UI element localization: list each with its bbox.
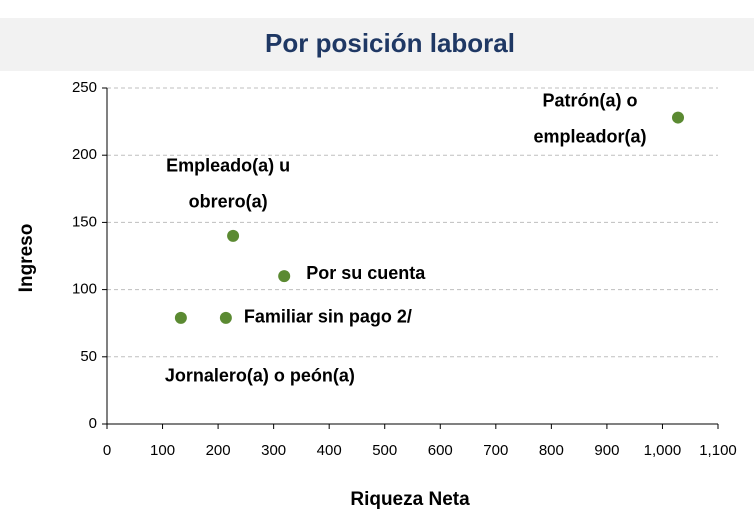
x-axis-title: Riqueza Neta bbox=[350, 489, 470, 510]
x-tick-label: 900 bbox=[594, 442, 619, 459]
x-tick-label: 0 bbox=[103, 442, 111, 459]
y-tick-label: 150 bbox=[72, 213, 97, 230]
point-label: obrero(a) bbox=[189, 192, 268, 212]
y-tick-label: 100 bbox=[72, 281, 97, 298]
y-tick-label: 250 bbox=[72, 79, 97, 96]
x-tick-label: 800 bbox=[539, 442, 564, 459]
point-label: empleador(a) bbox=[533, 126, 646, 146]
y-axis-title: Ingreso bbox=[16, 224, 37, 293]
y-tick-label: 50 bbox=[80, 348, 97, 365]
point-label: Jornalero(a) o peón(a) bbox=[165, 366, 355, 386]
title-band bbox=[0, 18, 754, 71]
x-tick-label: 1,100 bbox=[699, 442, 737, 459]
x-tick-label: 200 bbox=[206, 442, 231, 459]
x-tick-label: 300 bbox=[261, 442, 286, 459]
x-tick-label: 600 bbox=[428, 442, 453, 459]
x-tick-label: 1,000 bbox=[644, 442, 682, 459]
y-tick-label: 200 bbox=[72, 146, 97, 163]
point bbox=[672, 111, 685, 124]
point-label: Patrón(a) o bbox=[542, 90, 637, 110]
x-tick-label: 400 bbox=[317, 442, 342, 459]
x-tick-label: 700 bbox=[483, 442, 508, 459]
point-label: Familiar sin pago 2/ bbox=[244, 307, 412, 327]
point bbox=[227, 229, 240, 242]
point bbox=[278, 270, 291, 283]
point bbox=[219, 311, 232, 324]
point-label: Empleado(a) u bbox=[166, 156, 290, 176]
point bbox=[174, 311, 187, 324]
x-tick-label: 500 bbox=[372, 442, 397, 459]
point-label: Por su cuenta bbox=[306, 263, 426, 283]
chart-title: Por posición laboral bbox=[265, 28, 515, 58]
y-tick-label: 0 bbox=[89, 415, 97, 432]
x-tick-label: 100 bbox=[150, 442, 175, 459]
